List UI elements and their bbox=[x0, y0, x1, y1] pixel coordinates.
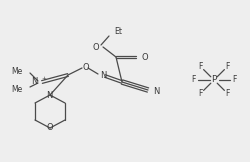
Text: F: F bbox=[191, 75, 196, 85]
Text: Me: Me bbox=[11, 85, 22, 93]
Text: O: O bbox=[141, 52, 148, 62]
Text: F: F bbox=[198, 89, 202, 98]
Text: N: N bbox=[32, 77, 38, 87]
Text: N: N bbox=[100, 70, 106, 80]
Text: Me: Me bbox=[11, 66, 22, 75]
Text: O: O bbox=[83, 64, 89, 73]
Text: N: N bbox=[46, 91, 52, 99]
Text: F: F bbox=[226, 62, 230, 71]
Text: O: O bbox=[92, 42, 99, 52]
Text: N: N bbox=[153, 87, 160, 96]
Text: O: O bbox=[47, 123, 53, 133]
Text: F: F bbox=[232, 75, 237, 85]
Text: F: F bbox=[226, 89, 230, 98]
Text: P: P bbox=[211, 75, 217, 85]
Text: Et: Et bbox=[114, 27, 122, 35]
Text: F: F bbox=[198, 62, 202, 71]
Text: +: + bbox=[41, 75, 46, 81]
